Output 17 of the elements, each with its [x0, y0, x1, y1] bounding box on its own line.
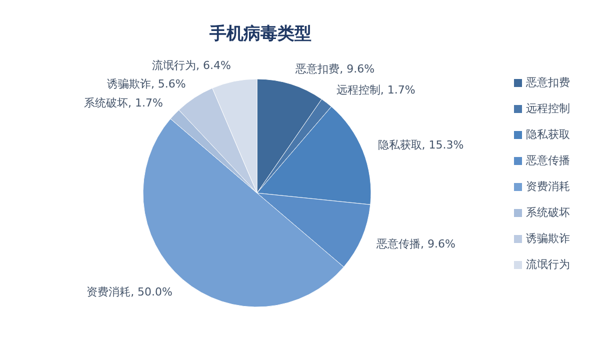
data-label: 远程控制, 1.7%: [336, 84, 416, 97]
legend-label: 恶意扣费: [526, 75, 570, 91]
legend-label: 资费消耗: [526, 179, 570, 195]
data-label: 恶意传播, 9.6%: [376, 238, 456, 251]
data-label: 诱骗欺诈, 5.6%: [106, 78, 186, 91]
data-label: 资费消耗, 50.0%: [86, 285, 172, 298]
data-label: 隐私获取, 15.3%: [378, 138, 464, 152]
legend-label: 诱骗欺诈: [526, 231, 570, 247]
legend-label: 远程控制: [526, 101, 570, 117]
data-label: 恶意扣费, 9.6%: [294, 62, 375, 76]
data-label: 系统破坏, 1.7%: [84, 96, 164, 110]
legend-label: 恶意传播: [526, 153, 570, 169]
legend-label: 系统破坏: [526, 205, 570, 221]
legend-label: 流氓行为: [526, 257, 570, 273]
data-label: 流氓行为, 6.4%: [152, 59, 232, 72]
chart-title: 手机病毒类型: [208, 23, 312, 45]
legend-label: 隐私获取: [526, 127, 570, 143]
